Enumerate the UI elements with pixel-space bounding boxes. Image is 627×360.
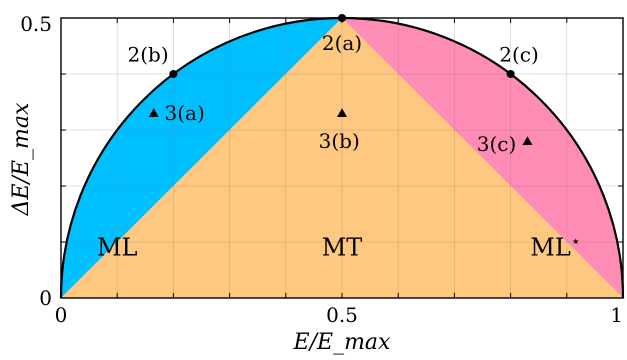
point-label-3c: 3(c)	[477, 132, 517, 156]
point-label-2b: 2(b)	[128, 42, 169, 66]
region-label-ml-star: ML⋆	[530, 232, 581, 262]
tick-marks	[60, 17, 624, 299]
data-markers	[148, 14, 533, 145]
x-tick-label-0-5: 0.5	[326, 303, 358, 327]
x-tick-label-0: 0	[55, 303, 68, 327]
region-label-star: ⋆	[571, 232, 581, 251]
marker-2c	[506, 70, 515, 78]
x-axis-label: E/E_max	[293, 330, 392, 355]
y-tick-label-0-5: 0.5	[20, 12, 52, 36]
x-tick-label-1: 1	[610, 303, 623, 327]
marker-2b	[169, 70, 178, 78]
marker-2a	[338, 14, 346, 22]
region-label-ml: ML	[97, 234, 138, 262]
y-axis-label: ΔE/E_max	[9, 102, 34, 216]
grid-lines	[61, 18, 623, 298]
marker-3a	[148, 108, 159, 117]
region-mt	[61, 18, 623, 298]
marker-3b	[337, 108, 347, 117]
point-label-2a: 2(a)	[322, 31, 362, 55]
point-label-3b: 3(b)	[319, 129, 360, 153]
point-label-2c: 2(c)	[499, 42, 539, 66]
region-label-mt: MT	[322, 234, 363, 262]
y-tick-label-0: 0	[39, 286, 52, 310]
marker-3c	[522, 136, 533, 145]
point-label-3a: 3(a)	[165, 101, 205, 125]
